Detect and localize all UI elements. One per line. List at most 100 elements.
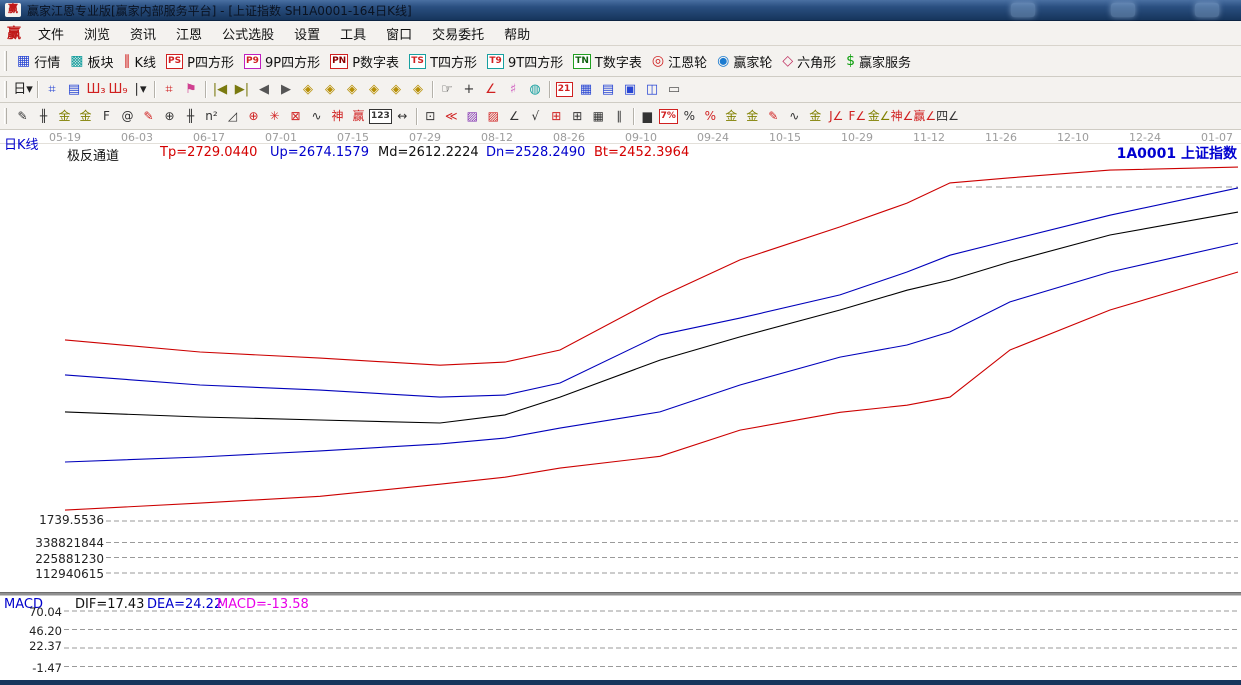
menu-help[interactable]: 帮助 xyxy=(504,27,531,43)
tool-pan-hand-icon[interactable]: ☞ xyxy=(441,81,453,97)
tool-zoom-h-expand-icon[interactable]: ◈ xyxy=(347,81,357,97)
tool-notes-icon[interactable]: ▤ xyxy=(601,81,615,97)
tool-angle-a-icon[interactable]: ◿ xyxy=(227,109,238,123)
tool-zoom-h-shrink-icon[interactable]: ◈ xyxy=(369,81,379,97)
tool-pencil-icon[interactable]: ✎ xyxy=(17,109,28,123)
tool-color-flag-icon[interactable]: ⚑ xyxy=(185,81,197,97)
tool-si-angle-icon[interactable]: 四∠ xyxy=(936,109,959,123)
tool-gold-grid-1-icon[interactable]: 金 xyxy=(58,109,71,123)
tool-wave-9-icon[interactable]: Ш₉ xyxy=(108,81,128,97)
tool-grid-box-red-icon[interactable]: ⊞ xyxy=(551,109,562,123)
tool-ying-angle-icon[interactable]: 赢∠ xyxy=(913,109,937,123)
tool-circle-grid-icon[interactable]: ⊕ xyxy=(164,109,175,123)
tool-web-red-icon[interactable]: ✳ xyxy=(269,109,280,123)
tool-f-grid-icon[interactable]: F xyxy=(103,109,110,123)
tool-parallel-lines-icon[interactable]: ∥ xyxy=(616,109,623,123)
toolbar-button-gann-wheel[interactable]: ◎ 江恩轮 xyxy=(647,50,712,73)
tool-fan-box-purple-icon[interactable]: ▨ xyxy=(466,109,478,123)
minimize-button[interactable] xyxy=(1011,3,1035,17)
menu-tools[interactable]: 工具 xyxy=(340,27,367,43)
toolbar-button-winner-service[interactable]: $ 赢家服务 xyxy=(841,50,916,73)
tool-dual-view-icon[interactable]: ◫ xyxy=(645,81,659,97)
maximize-button[interactable] xyxy=(1111,3,1135,17)
tool-n-squared-icon[interactable]: n² xyxy=(205,109,218,123)
tool-pencil-red-icon[interactable]: ✎ xyxy=(143,109,154,123)
toolbar-button-t-number-table[interactable]: TN T数字表 xyxy=(568,50,647,73)
tool-angle-lines-icon[interactable]: ∠ xyxy=(508,109,520,123)
toolbar-button-p-number-table[interactable]: PN P数字表 xyxy=(325,50,404,73)
tool-spiral-icon[interactable]: @ xyxy=(121,109,134,123)
tool-j-angle-icon[interactable]: J∠ xyxy=(829,109,844,123)
tool-percent-red-icon[interactable]: % xyxy=(704,109,716,123)
tool-grid-dense-icon[interactable]: ▦ xyxy=(592,109,604,123)
tool-calculator-icon[interactable]: ▦ xyxy=(579,81,593,97)
tool-gann-grid-icon[interactable]: ⌗ xyxy=(48,81,56,97)
tool-gold-circle-icon[interactable]: 金 xyxy=(725,109,738,123)
tool-zoom-v-expand-icon[interactable]: ◈ xyxy=(391,81,401,97)
pane-separator[interactable] xyxy=(0,592,1241,596)
menu-browse[interactable]: 浏览 xyxy=(84,27,111,43)
tool-jump-first-icon[interactable]: |◀ xyxy=(212,81,228,97)
tool-gann-pink-tool-icon[interactable]: ♯ xyxy=(509,81,517,97)
tool-zoom-v-shrink-icon[interactable]: ◈ xyxy=(413,81,423,97)
toolbar-button-quotes[interactable]: ▦ 行情 xyxy=(12,50,65,73)
tool-candle-style-dropdown-icon[interactable]: ∣▾ xyxy=(133,81,147,97)
tool-wave-circle-icon[interactable]: ∿ xyxy=(789,109,800,123)
tool-ruler-123-icon[interactable]: 123 xyxy=(369,106,392,126)
tool-zoom-right-icon[interactable]: ◈ xyxy=(325,81,335,97)
menu-gann[interactable]: 江恩 xyxy=(176,27,203,43)
tool-angle-measure-icon[interactable]: ∠ xyxy=(485,81,497,97)
toolbar-button-sectors[interactable]: ▩ 板块 xyxy=(65,50,118,73)
tool-zigzag-icon[interactable]: ∿ xyxy=(311,109,322,123)
tool-period-daily-dropdown-icon[interactable]: 日▾ xyxy=(13,81,33,97)
tool-target-red-icon[interactable]: ⊕ xyxy=(248,109,259,123)
tool-hash-grid-icon[interactable]: ╫ xyxy=(186,109,195,123)
tool-shen-angle-icon[interactable]: 神∠ xyxy=(890,109,914,123)
tool-grid-lines-icon[interactable]: ╫ xyxy=(39,109,48,123)
tool-percent-7-icon[interactable]: 7% xyxy=(658,106,679,126)
close-button[interactable] xyxy=(1195,3,1219,17)
tool-f-angle-icon[interactable]: F∠ xyxy=(848,109,867,123)
tool-wave-3-icon[interactable]: Ш₃ xyxy=(86,81,106,97)
toolbar-button-9t-square[interactable]: T9 9T四方形 xyxy=(482,50,568,73)
tool-zoom-left-icon[interactable]: ◈ xyxy=(303,81,313,97)
menu-window[interactable]: 窗口 xyxy=(386,27,413,43)
tool-h-measure-icon[interactable]: ↔ xyxy=(397,109,408,123)
tool-gold-line-icon[interactable]: 金 xyxy=(746,109,759,123)
tool-pencil-candle-icon[interactable]: ✎ xyxy=(768,109,779,123)
toolbar-button-t-square[interactable]: TS T四方形 xyxy=(404,50,482,73)
tool-ying-grid-icon[interactable]: 赢 xyxy=(352,109,365,123)
kline-chart-canvas[interactable] xyxy=(0,130,1241,680)
menu-news[interactable]: 资讯 xyxy=(130,27,157,43)
toolbar-button-kline[interactable]: ∥ K线 xyxy=(119,50,162,73)
tool-gold-grid-2-icon[interactable]: 金 xyxy=(79,109,92,123)
tool-print-icon[interactable]: ▭ xyxy=(667,81,681,97)
tool-jump-last-icon[interactable]: ▶| xyxy=(234,81,250,97)
menu-trade-order[interactable]: 交易委托 xyxy=(432,27,485,43)
tool-data-report-icon[interactable]: ▤ xyxy=(67,81,81,97)
tool-grid-box-icon[interactable]: ⊞ xyxy=(572,109,583,123)
tool-percent-icon[interactable]: % xyxy=(683,109,695,123)
tool-web-box-red-icon[interactable]: ⊠ xyxy=(290,109,301,123)
toolbar-button-9p-square[interactable]: P9 9P四方形 xyxy=(239,50,325,73)
tool-bar-stats-icon[interactable]: ▆ xyxy=(642,109,652,123)
tool-fan-box-red-icon[interactable]: ▨ xyxy=(487,109,499,123)
tool-page-next-icon[interactable]: ▶ xyxy=(281,81,291,97)
toolbar-button-winner-wheel[interactable]: ◉ 赢家轮 xyxy=(712,50,777,73)
tool-box-tool-icon[interactable]: ⊡ xyxy=(425,109,436,123)
tool-check-line-icon[interactable]: √ xyxy=(531,109,540,123)
tool-calendar-icon[interactable]: 21 xyxy=(553,80,575,100)
tool-page-prev-icon[interactable]: ◀ xyxy=(259,81,269,97)
toolbar-button-p-square[interactable]: PS P四方形 xyxy=(161,50,239,73)
tool-save-icon[interactable]: ▣ xyxy=(623,81,637,97)
tool-analysis-teal-tool-icon[interactable]: ◍ xyxy=(529,81,541,97)
tool-gold-angle-2-icon[interactable]: 金∠ xyxy=(867,109,891,123)
tool-shen-grid-icon[interactable]: 神 xyxy=(331,109,344,123)
menu-file[interactable]: 文件 xyxy=(38,27,65,43)
tool-crosshair-icon[interactable]: + xyxy=(463,81,475,97)
tool-fan-red-icon[interactable]: ≪ xyxy=(445,109,458,123)
menu-formula-stock-pick[interactable]: 公式选股 xyxy=(222,27,275,43)
menu-settings[interactable]: 设置 xyxy=(294,27,321,43)
tool-gold-angle-icon[interactable]: 金 xyxy=(809,109,822,123)
tool-gann-box-icon[interactable]: ⌗ xyxy=(165,81,173,97)
